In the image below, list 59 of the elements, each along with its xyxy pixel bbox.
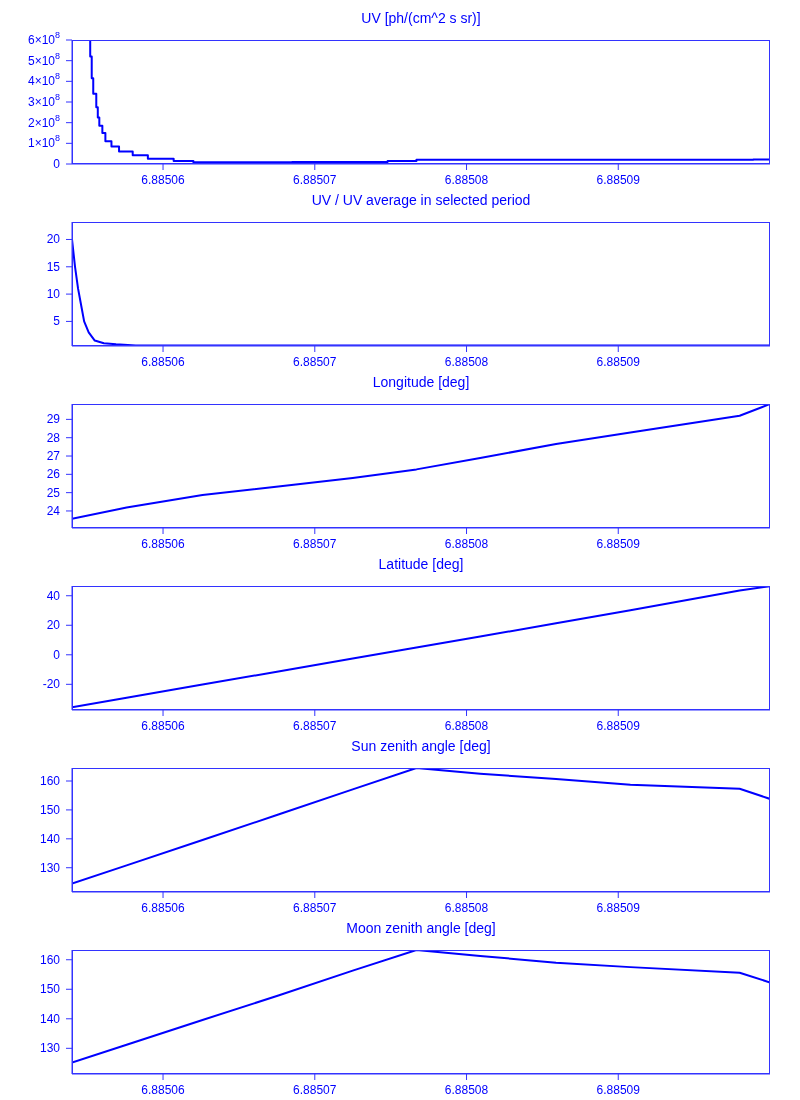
chart-title: Moon zenith angle [deg] — [345, 919, 497, 938]
y-tick-label: 24 — [46, 503, 61, 518]
chart-title: UV / UV average in selected period — [310, 191, 532, 210]
chart-title: Longitude [deg] — [371, 373, 471, 392]
x-tick-label: 6.88506 — [141, 355, 186, 369]
y-tick-label: 20 — [46, 618, 61, 633]
x-tick-label: 6.88509 — [596, 1083, 641, 1097]
y-tick-label: 150 — [39, 802, 61, 817]
y-tick-label: 5 — [53, 314, 61, 329]
chart-title: Sun zenith angle [deg] — [350, 737, 492, 756]
y-tick-label: 20 — [46, 232, 61, 247]
y-tick-label: 150 — [39, 982, 61, 997]
y-tick-label: 26 — [46, 467, 61, 482]
x-tick-label: 6.88507 — [293, 719, 337, 733]
x-tick-label: 6.88508 — [444, 355, 489, 369]
x-tick-label: 6.88508 — [444, 173, 489, 187]
y-tick-label: 40 — [46, 588, 61, 603]
x-tick-label: 6.88507 — [293, 173, 337, 187]
chart-title: Latitude [deg] — [377, 555, 465, 574]
y-tick-label: 10 — [46, 287, 61, 302]
x-tick-label: 6.88506 — [141, 537, 186, 551]
y-tick-label: -20 — [42, 677, 61, 692]
x-tick-label: 6.88509 — [596, 901, 641, 915]
y-tick-label: 140 — [39, 831, 61, 846]
x-tick-label: 6.88507 — [293, 355, 337, 369]
x-tick-label: 6.88508 — [444, 901, 489, 915]
y-tick-label: 25 — [46, 485, 61, 500]
y-tick-label: 140 — [39, 1011, 61, 1026]
x-tick-label: 6.88507 — [293, 901, 337, 915]
y-tick-label: 130 — [39, 1041, 61, 1056]
x-tick-label: 6.88509 — [596, 719, 641, 733]
x-tick-label: 6.88507 — [293, 537, 337, 551]
y-tick-label: 130 — [39, 860, 61, 875]
y-tick-label: 160 — [39, 952, 61, 967]
y-tick-label: 28 — [46, 430, 61, 445]
x-tick-label: 6.88507 — [293, 1083, 337, 1097]
y-tick-label: 15 — [46, 259, 61, 274]
x-tick-label: 6.88508 — [444, 719, 489, 733]
y-tick-label: 4×10$^{8}$ — [27, 71, 60, 89]
x-tick-label: 6.88506 — [141, 901, 186, 915]
y-tick-label: 5×10$^{8}$ — [27, 50, 60, 68]
x-tick-label: 6.88506 — [141, 719, 186, 733]
x-tick-label: 6.88509 — [596, 355, 641, 369]
y-tick-label: 3×10$^{8}$ — [27, 92, 60, 109]
y-tick-label: 29 — [46, 412, 61, 427]
y-tick-label: 0 — [53, 157, 61, 171]
y-tick-label: 160 — [39, 774, 61, 789]
x-tick-label: 6.88509 — [596, 173, 641, 187]
x-tick-label: 6.88508 — [444, 1083, 489, 1097]
y-tick-label: 27 — [46, 449, 61, 464]
x-tick-label: 6.88508 — [444, 537, 489, 551]
y-tick-label: 6×10$^{8}$ — [27, 30, 60, 47]
y-tick-label: 0 — [53, 647, 61, 662]
x-tick-label: 6.88509 — [596, 537, 641, 551]
chart-title: UV [ph/(cm^2 s sr)] — [360, 9, 482, 28]
y-tick-label: 2×10$^{8}$ — [27, 112, 60, 130]
x-tick-label: 6.88506 — [141, 1083, 186, 1097]
y-tick-label: 1×10$^{8}$ — [27, 133, 60, 151]
x-tick-label: 6.88506 — [141, 173, 186, 187]
